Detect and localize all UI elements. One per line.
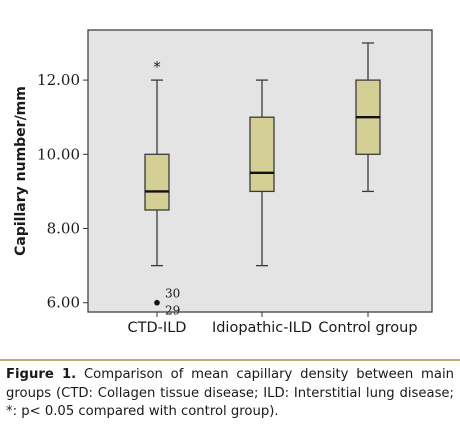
- caption-divider: [0, 359, 460, 361]
- caption-text: Comparison of mean capillary density bet…: [6, 367, 454, 419]
- outlier-point: [154, 299, 160, 306]
- significance-marker: *: [153, 58, 161, 76]
- x-tick-label: Control group: [318, 320, 417, 336]
- x-tick-label: CTD-ILD: [128, 320, 187, 336]
- x-tick-label: Idiopathic-ILD: [212, 320, 312, 336]
- outlier-label: 29: [165, 304, 180, 318]
- boxplot-chart: 6.00 8.00 10.00 12.00 Capillary number/mm 30 2…: [13, 29, 433, 336]
- box-iqr: [144, 153, 170, 211]
- box-iqr: [249, 116, 275, 193]
- y-tick-label: 6.00: [47, 294, 80, 312]
- caption-label: Figure 1.: [6, 367, 77, 382]
- y-tick-label: 12.00: [37, 71, 80, 89]
- outlier-label: 30: [165, 287, 180, 301]
- y-tick-label: 8.00: [47, 220, 80, 238]
- y-tick-label: 10.00: [37, 145, 80, 163]
- figure-caption: Figure 1. Comparison of mean capillary d…: [6, 366, 454, 422]
- y-axis-label: Capillary number/mm: [13, 86, 29, 256]
